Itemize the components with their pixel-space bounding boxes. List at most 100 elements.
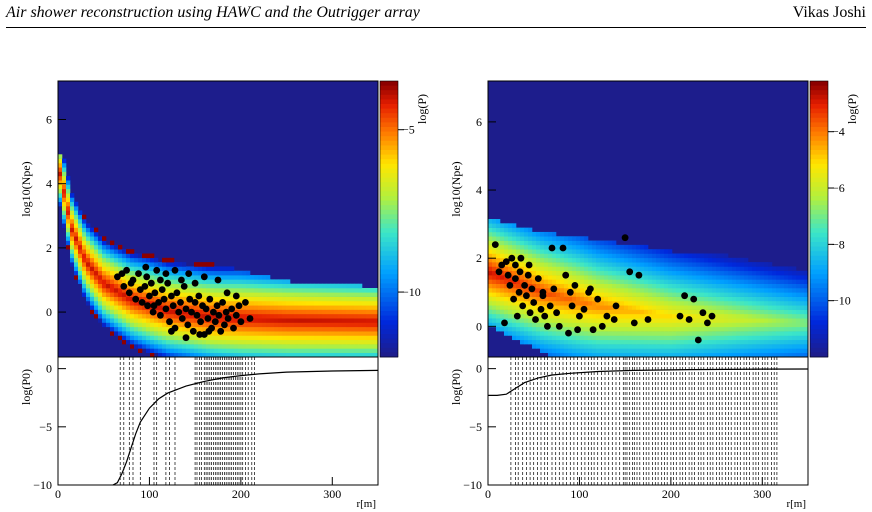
heatmap-cell (162, 309, 167, 315)
heatmap-cell (358, 309, 363, 315)
data-point (217, 327, 225, 335)
heatmap-cell (572, 262, 577, 267)
heatmap-cell (310, 352, 315, 358)
heatmap-cell (508, 326, 513, 332)
heatmap-cell (338, 283, 343, 289)
heatmap-cell (580, 257, 585, 263)
colorbar-swatch (810, 334, 828, 339)
heatmap-cell (282, 292, 287, 297)
heatmap-cell (214, 348, 219, 353)
heatmap-cell (330, 309, 335, 315)
heatmap-cell (62, 214, 67, 220)
heatmap-cell (688, 344, 693, 349)
heatmap-cell (664, 257, 669, 263)
heatmap-cell (584, 249, 589, 254)
heatmap-cell (672, 288, 677, 293)
heatmap-cell (294, 313, 299, 319)
heatmap-cell (214, 288, 219, 293)
heatmap-cell (724, 253, 729, 259)
heatmap-cell (294, 292, 299, 297)
heatmap-cell (800, 313, 805, 319)
heatmap-cell (318, 322, 323, 328)
data-point (548, 244, 556, 252)
heatmap-cell (90, 305, 95, 310)
heatmap-cell (588, 331, 593, 336)
heatmap-cell (804, 283, 809, 289)
data-point (164, 279, 172, 287)
heatmap-cell (552, 331, 557, 336)
data-point (142, 263, 150, 271)
heatmap-cell (792, 288, 797, 293)
heatmap-cell (736, 352, 741, 358)
heatmap-cell (668, 288, 673, 293)
heatmap-cell (540, 249, 545, 254)
heatmap-cell (652, 348, 657, 353)
heatmap-cell (724, 288, 729, 293)
heatmap-cell (560, 296, 565, 302)
heatmap-cell (780, 339, 785, 345)
data-point (690, 295, 698, 303)
colorbar-swatch (810, 159, 828, 165)
heatmap-cell (122, 331, 127, 336)
heatmap-cell (350, 288, 355, 293)
data-point (246, 315, 254, 322)
heatmap-cell (234, 335, 239, 341)
heatmap-cell (246, 348, 251, 353)
colorbar-swatch (380, 301, 398, 307)
heatmap-cell (488, 253, 493, 259)
heatmap-cell (736, 318, 741, 323)
heatmap-cell (306, 331, 311, 336)
heatmap-cell (86, 257, 91, 263)
heatmap-cell (712, 300, 717, 306)
heatmap-cell (222, 318, 227, 323)
heatmap-cell (314, 283, 319, 289)
heatmap-cell (784, 331, 789, 336)
heatmap-cell (764, 296, 769, 302)
heatmap-cell (82, 253, 87, 259)
heatmap-cell (222, 344, 227, 349)
heatmap-cell (338, 288, 343, 293)
heatmap-cell (110, 262, 115, 267)
heatmap-cell (696, 262, 701, 267)
heatmap-cell (270, 344, 275, 349)
heatmap-cell (700, 352, 705, 358)
heatmap-cell (740, 270, 745, 276)
heatmap-cell (756, 339, 761, 345)
heatmap-cell (358, 288, 363, 293)
data-point (214, 276, 222, 284)
heatmap-cell (138, 283, 143, 289)
heatmap-cell (334, 326, 339, 332)
heatmap-cell (306, 292, 311, 297)
heatmap-cell (764, 352, 769, 358)
heatmap-cell (804, 275, 809, 280)
heatmap-cell (536, 313, 541, 319)
colorbar-swatch (810, 269, 828, 275)
heatmap-cell (736, 309, 741, 315)
heatmap-cell (684, 262, 689, 267)
heatmap-cell (154, 262, 159, 267)
heatmap-cell (78, 266, 83, 272)
heatmap-cell (644, 326, 649, 332)
heatmap-cell (584, 266, 589, 272)
heatmap-cell (250, 300, 255, 306)
heatmap-cell (286, 344, 291, 349)
heatmap-cell (82, 219, 87, 224)
heatmap-cell (266, 331, 271, 336)
heatmap-cell (728, 331, 733, 336)
heatmap-cell (330, 335, 335, 341)
heatmap-cell (366, 335, 371, 341)
heatmap-cell (728, 344, 733, 349)
heatmap-cell (222, 305, 227, 310)
heatmap-cell (784, 296, 789, 302)
heatmap-cell (62, 201, 67, 207)
heatmap-cell (556, 339, 561, 345)
heatmap-cell (310, 313, 315, 319)
heatmap-cell (800, 344, 805, 349)
heatmap-cell (680, 318, 685, 323)
colorbar-swatch (810, 306, 828, 312)
heatmap-cell (632, 313, 637, 319)
heatmap-cell (552, 296, 557, 302)
heatmap-cell (290, 283, 295, 289)
heatmap-cell (138, 266, 143, 272)
heatmap-cell (704, 335, 709, 341)
